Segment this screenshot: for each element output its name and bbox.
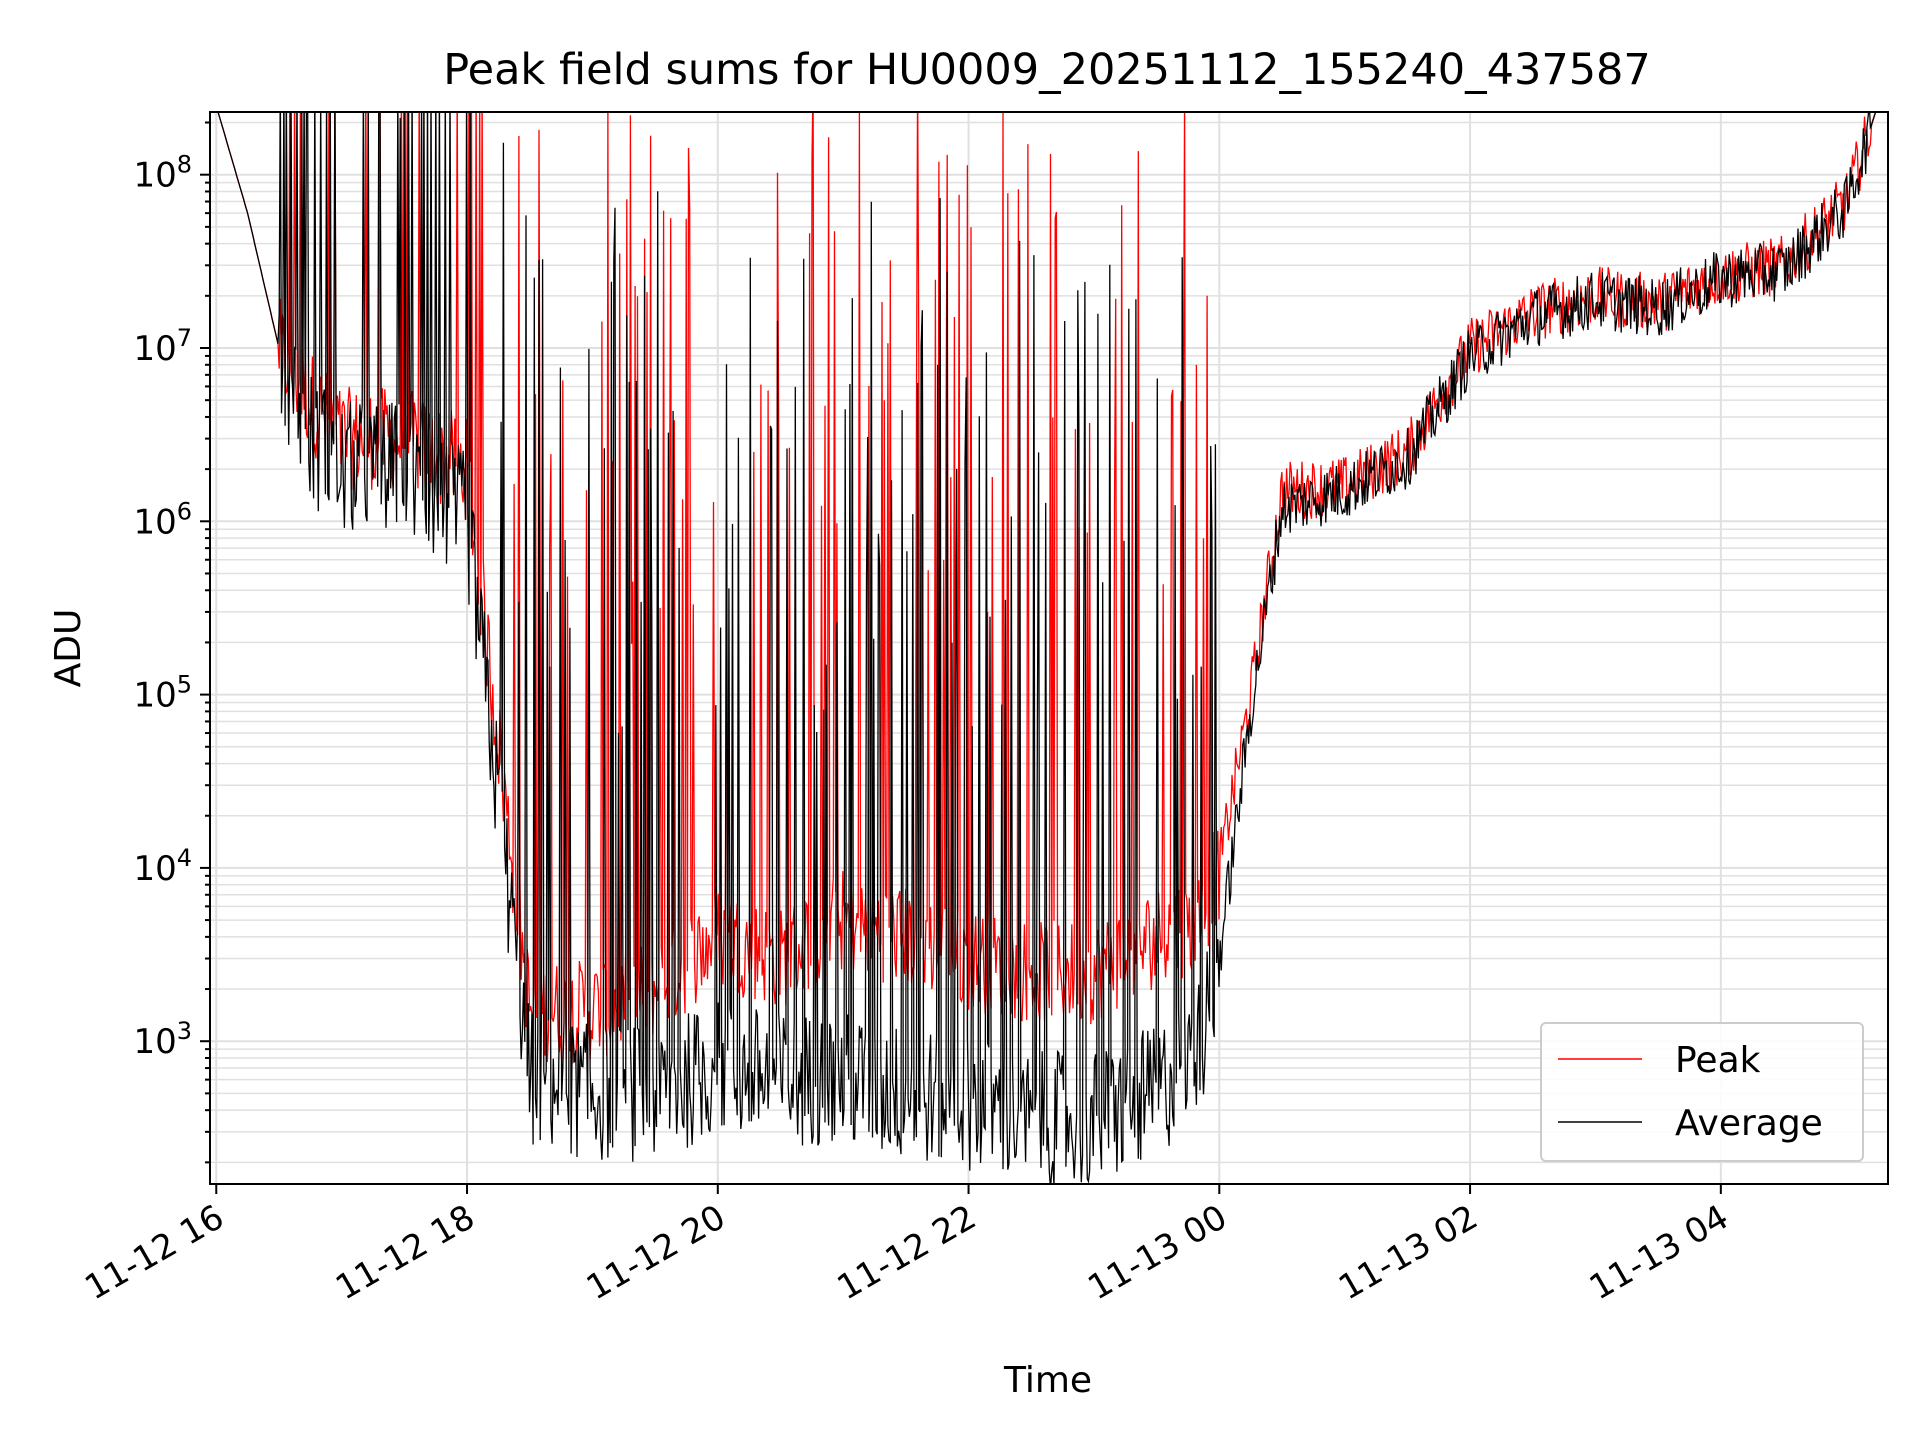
plot-frame <box>209 111 1889 1185</box>
y-tick-exponent: 5 <box>177 671 192 699</box>
series-line-average <box>217 112 1877 1184</box>
x-tick-label: 11-13 04 <box>1583 1197 1735 1308</box>
legend-box <box>1540 1022 1864 1162</box>
y-tick-base: 10 <box>133 676 176 716</box>
y-axis-label: ADU <box>48 609 89 688</box>
chart-title: Peak field sums for HU0009_20251112_1552… <box>443 45 1651 95</box>
y-tick-base: 10 <box>133 1022 176 1062</box>
x-tick-label: 11-13 00 <box>1081 1197 1233 1308</box>
y-tick-base: 10 <box>133 849 176 889</box>
y-tick-exponent: 3 <box>177 1017 192 1045</box>
y-tick-base: 10 <box>133 502 176 542</box>
y-tick-base: 10 <box>133 156 176 196</box>
y-tick-label: 106 <box>133 497 192 542</box>
y-tick-exponent: 4 <box>177 844 192 872</box>
x-tick-label: 11-12 22 <box>831 1197 983 1308</box>
x-tick-label: 11-12 18 <box>329 1197 481 1308</box>
y-tick-label: 104 <box>133 844 192 889</box>
x-tick-label: 11-12 20 <box>580 1197 732 1308</box>
y-tick-label: 108 <box>133 151 192 196</box>
y-tick-label: 103 <box>133 1017 192 1062</box>
legend-label-peak: Peak <box>1675 1040 1761 1081</box>
y-tick-base: 10 <box>133 329 176 369</box>
x-axis-label: Time <box>1003 1360 1092 1401</box>
y-tick-label: 107 <box>133 324 192 369</box>
y-tick-exponent: 8 <box>177 151 192 179</box>
x-tick-label: 11-12 16 <box>78 1197 230 1308</box>
y-tick-label: 105 <box>133 671 192 716</box>
x-axis-ticks: 11-12 16 11-12 18 11-12 20 11-12 22 11-13 00… <box>78 1184 1735 1308</box>
x-tick-label: 11-13 02 <box>1332 1197 1484 1308</box>
legend-label-average: Average <box>1675 1103 1823 1144</box>
y-tick-exponent: 6 <box>177 497 192 525</box>
legend: Peak Average <box>1540 1022 1864 1162</box>
y-tick-exponent: 7 <box>177 324 192 352</box>
